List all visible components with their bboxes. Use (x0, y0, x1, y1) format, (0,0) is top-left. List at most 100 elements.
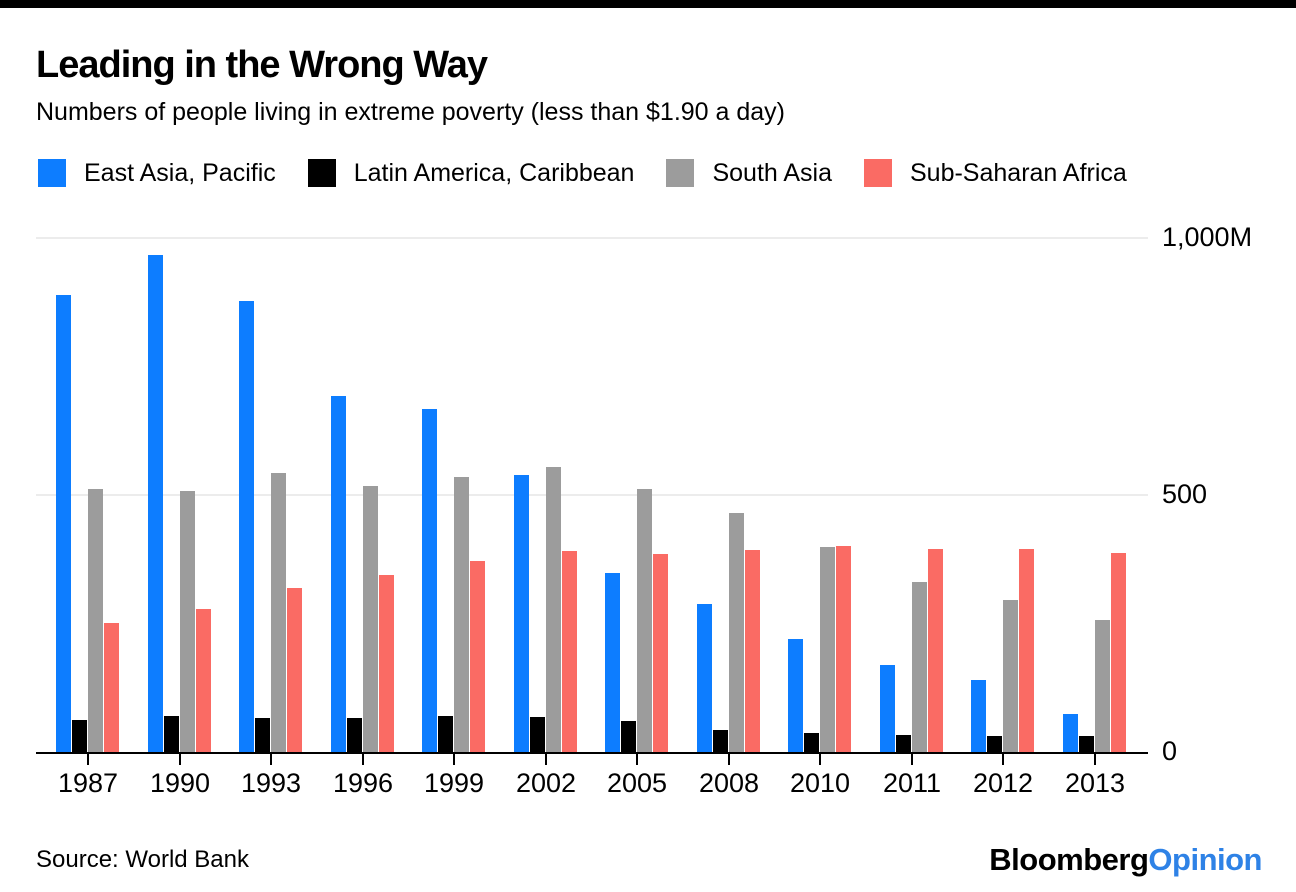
bar-2012-sub-saharan-africa (1019, 549, 1034, 752)
gridline-500 (36, 494, 1148, 496)
x-tick-label-1987: 1987 (57, 768, 119, 798)
bar-1993-south-asia (271, 473, 286, 752)
bar-1990-sub-saharan-africa (196, 609, 211, 752)
x-tick-label-1999: 1999 (423, 768, 485, 798)
legend-item-latin-america-caribbean: Latin America, Caribbean (307, 158, 635, 188)
bar-2011-latin-america-caribbean (896, 735, 911, 752)
bar-2008-latin-america-caribbean (713, 730, 728, 752)
legend-item-south-asia: South Asia (666, 159, 832, 188)
x-tick-label-1990: 1990 (149, 768, 211, 798)
legend-swatch-east-asia-pacific (38, 159, 66, 187)
bar-2008-east-asia-pacific (697, 604, 712, 752)
bar-2010-sub-saharan-africa (836, 546, 851, 752)
x-tick-label-1993: 1993 (240, 768, 302, 798)
bar-1996-sub-saharan-africa (379, 575, 394, 752)
legend-label: South Asia (712, 158, 832, 187)
x-axis-tick (728, 754, 730, 765)
bar-1996-south-asia (363, 486, 378, 752)
x-tick-label-2008: 2008 (698, 768, 760, 798)
bar-1990-south-asia (180, 491, 195, 752)
x-axis-tick (87, 754, 89, 765)
legend-label: Sub-Saharan Africa (910, 158, 1127, 187)
bar-2008-south-asia (729, 513, 744, 752)
bar-1999-latin-america-caribbean (438, 716, 453, 752)
page-title: Leading in the Wrong Way (36, 44, 488, 86)
source-note: Source: World Bank (36, 846, 249, 873)
bar-2012-south-asia (1003, 600, 1018, 752)
legend: East Asia, Pacific Latin America, Caribb… (38, 158, 1127, 188)
x-axis-tick (179, 754, 181, 765)
bar-2010-east-asia-pacific (788, 639, 803, 752)
bar-1987-south-asia (88, 489, 103, 752)
x-axis-tick (1002, 754, 1004, 765)
legend-swatch-sub-saharan-africa (864, 159, 892, 187)
bar-2005-east-asia-pacific (605, 573, 620, 752)
bar-2005-south-asia (637, 489, 652, 752)
plot-area: 1987 1990 1993 1996 1999 2002 2005 2008 2010 2011… (36, 237, 1148, 798)
bar-1987-sub-saharan-africa (104, 623, 119, 752)
bar-1993-latin-america-caribbean (255, 718, 270, 752)
legend-swatch-latin-america-caribbean (307, 159, 336, 187)
x-tick-label-2013: 2013 (1064, 768, 1126, 798)
bar-2013-latin-america-caribbean (1079, 736, 1094, 752)
bar-2013-east-asia-pacific (1063, 714, 1078, 752)
x-tick-label-2012: 2012 (972, 768, 1034, 798)
logo-opinion-text: Opinion (1148, 842, 1262, 877)
x-tick-label-1996: 1996 (332, 768, 394, 798)
bar-2005-sub-saharan-africa (653, 554, 668, 752)
bar-2011-sub-saharan-africa (928, 549, 943, 752)
bar-2002-east-asia-pacific (514, 475, 529, 752)
bar-2002-sub-saharan-africa (562, 551, 577, 752)
bar-1999-east-asia-pacific (422, 409, 437, 752)
x-axis-tick (453, 754, 455, 765)
bar-2013-south-asia (1095, 620, 1110, 752)
bar-1993-east-asia-pacific (239, 301, 254, 752)
legend-item-sub-saharan-africa: Sub-Saharan Africa (864, 159, 1127, 188)
bar-1990-latin-america-caribbean (164, 716, 179, 752)
x-axis-tick (636, 754, 638, 765)
bar-1993-sub-saharan-africa (287, 588, 302, 752)
bar-1990-east-asia-pacific (148, 255, 163, 752)
y-tick-label: 500 (1162, 479, 1208, 509)
x-axis-tick (1094, 754, 1096, 765)
bar-1996-east-asia-pacific (331, 396, 346, 752)
x-axis-tick (545, 754, 547, 765)
x-tick-label-2010: 2010 (789, 768, 851, 798)
legend-item-east-asia-pacific: East Asia, Pacific (38, 159, 276, 188)
bar-2012-east-asia-pacific (971, 680, 986, 752)
x-axis-line (36, 752, 1148, 754)
bar-1999-sub-saharan-africa (470, 561, 485, 752)
bar-2010-south-asia (820, 547, 835, 752)
y-tick-label: 0 (1162, 736, 1178, 766)
x-axis-tick (270, 754, 272, 765)
bar-1987-east-asia-pacific (56, 295, 71, 752)
legend-swatch-south-asia (666, 159, 695, 187)
bar-2012-latin-america-caribbean (987, 736, 1002, 752)
top-accent-bar (0, 0, 1296, 8)
bar-2002-south-asia (546, 467, 561, 752)
y-tick-label: 1,000M (1162, 222, 1253, 252)
x-axis-tick (911, 754, 913, 765)
legend-label: East Asia, Pacific (84, 158, 276, 187)
x-tick-label-2002: 2002 (515, 768, 577, 798)
bar-2008-sub-saharan-africa (745, 550, 760, 752)
x-axis-tick (819, 754, 821, 765)
bar-1999-south-asia (454, 477, 469, 752)
logo-bloomberg-text: Bloomberg (989, 842, 1149, 877)
legend-label: Latin America, Caribbean (353, 158, 635, 187)
bar-2002-latin-america-caribbean (530, 717, 545, 752)
bar-2011-east-asia-pacific (880, 665, 895, 752)
bar-2005-latin-america-caribbean (621, 721, 636, 752)
x-tick-label-2011: 2011 (882, 768, 942, 798)
page-subtitle: Numbers of people living in extreme pove… (36, 98, 785, 126)
bar-1996-latin-america-caribbean (347, 718, 362, 752)
bloomberg-opinion-logo: BloombergOpinion (989, 842, 1262, 878)
x-tick-label-2005: 2005 (606, 768, 668, 798)
bar-1987-latin-america-caribbean (72, 720, 87, 752)
bar-2011-south-asia (912, 582, 927, 752)
x-axis-tick (362, 754, 364, 765)
bar-2013-sub-saharan-africa (1111, 553, 1126, 752)
gridline-1000 (36, 237, 1148, 239)
bar-2010-latin-america-caribbean (804, 733, 819, 752)
